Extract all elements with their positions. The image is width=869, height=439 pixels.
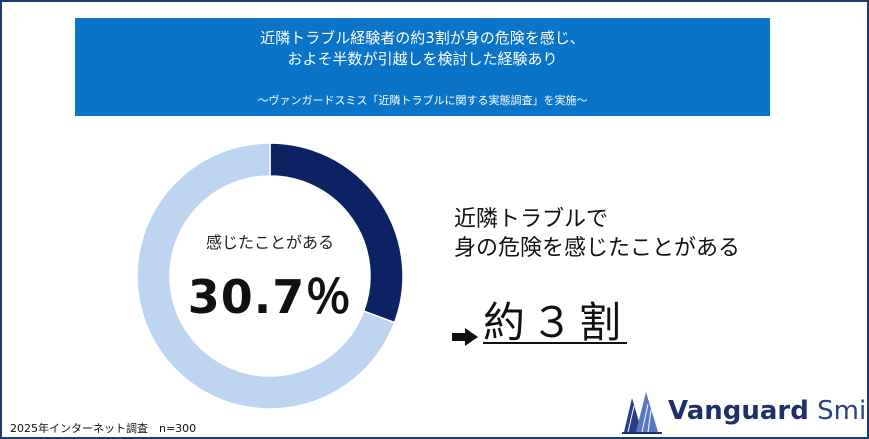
- result-text: 約３割: [483, 298, 628, 347]
- description-line-1: 近隣トラブルで: [454, 207, 609, 232]
- headline-line-2: およそ半数が引越しを検討した経験あり: [287, 50, 558, 68]
- donut-slice-1: [137, 143, 396, 409]
- survey-footnote: 2025年インターネット調査 n=300: [10, 422, 197, 435]
- donut-center-label: 感じたことがある: [205, 233, 334, 252]
- logo-word-vanguard: Vanguard: [668, 396, 809, 426]
- banner-headline: 近隣トラブル経験者の約3割が身の危険を感じ、 およそ半数が引越しを検討した経験あ…: [75, 28, 770, 70]
- banner-subtitle: 〜ヴァンガードスミス「近隣トラブルに関する実態調査」を実施〜: [257, 94, 588, 107]
- description: 近隣トラブルで 身の危険を感じたことがある: [454, 205, 834, 263]
- donut-center-value: 30.7％: [187, 270, 353, 324]
- headline-line-1: 近隣トラブル経験者の約3割が身の危険を感じ、: [260, 29, 585, 47]
- logo-mark-icon: [622, 392, 662, 434]
- description-line-2: 身の危険を感じたことがある: [454, 236, 741, 261]
- logo-text: Vanguard Smith: [668, 396, 869, 426]
- donut-svg: [137, 143, 403, 409]
- right-arrow-icon: [452, 328, 478, 346]
- logo-word-smith: Smith: [817, 396, 869, 426]
- donut-chart: 感じたことがある 30.7％: [137, 143, 403, 409]
- vanguard-smith-logo: Vanguard Smith: [622, 390, 869, 436]
- title-banner: 近隣トラブル経験者の約3割が身の危険を感じ、 およそ半数が引越しを検討した経験あ…: [75, 18, 770, 116]
